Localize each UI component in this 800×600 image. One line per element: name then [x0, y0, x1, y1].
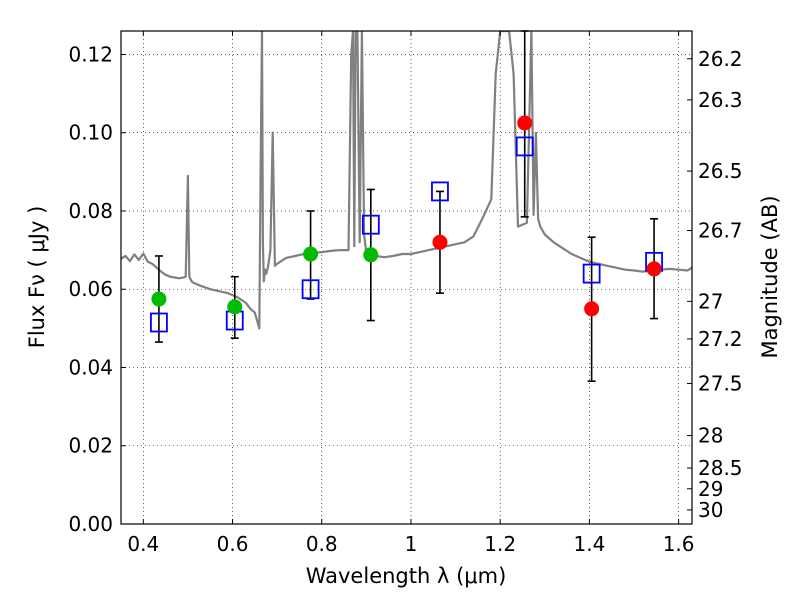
y2-tick-label: 26.3 — [698, 88, 743, 112]
tick-labels: 0.4 0.6 0.8 1 1.2 1.4 1.6 0.00 0.02 0.04 0.06 0.08 0… — [68, 42, 742, 556]
markers — [150, 115, 663, 333]
spectrum-line — [121, 31, 692, 330]
observed-circle-marker — [517, 115, 533, 131]
model-square-marker — [582, 263, 601, 284]
plot-background — [121, 31, 692, 524]
y2-tick-label: 26.5 — [698, 159, 743, 183]
y2-tick-label: 28 — [698, 424, 723, 448]
observed-circle-marker — [151, 291, 167, 307]
y2-tick-label: 26.7 — [698, 219, 743, 243]
observed-circle-marker — [432, 234, 448, 250]
plot-area — [121, 31, 692, 330]
x-tick-label: 0.6 — [217, 532, 249, 556]
y2-tick-label: 28.5 — [698, 456, 743, 480]
y-tick-label: 0.10 — [68, 121, 113, 145]
observed-circle-marker — [646, 261, 662, 277]
y2-tick-label: 29 — [698, 477, 723, 501]
y2-tick-label: 27 — [698, 289, 723, 313]
model-square-marker — [150, 312, 168, 333]
observed-circle-marker — [584, 301, 600, 317]
y2-tick-label: 27.2 — [698, 327, 743, 351]
y-tick-label: 0.12 — [68, 42, 113, 66]
x-tick-label: 1 — [405, 532, 418, 556]
y-tick-label: 0.02 — [68, 434, 113, 458]
y2-tick-label: 26.2 — [698, 47, 743, 71]
x-tick-label: 1.6 — [663, 532, 695, 556]
y2-tick-label: 27.5 — [698, 372, 743, 396]
x-axis-label: Wavelength λ (μm) — [306, 564, 507, 588]
ticks — [121, 31, 692, 525]
x-tick-label: 1.4 — [573, 532, 605, 556]
model-square-marker — [361, 214, 380, 235]
observed-circle-marker — [363, 247, 379, 263]
x-tick-label: 0.8 — [306, 532, 338, 556]
y2-tick-label: 30 — [698, 498, 723, 522]
observed-circle-marker — [227, 299, 243, 315]
y-tick-label: 0.04 — [68, 355, 113, 379]
x-tick-label: 0.4 — [127, 532, 159, 556]
y-tick-label: 0.08 — [68, 199, 113, 223]
observed-circle-marker — [303, 246, 319, 262]
y-tick-label: 0.00 — [68, 512, 113, 536]
y-axis-label: Flux Fν ( μJy ) — [25, 206, 49, 349]
x-tick-label: 1.2 — [484, 532, 516, 556]
model-square-marker — [431, 181, 449, 202]
y-tick-label: 0.06 — [68, 277, 113, 301]
model-square-marker — [515, 136, 534, 157]
plot-frame — [120, 30, 693, 525]
model-square-marker — [301, 279, 320, 300]
y2-axis-label: Magnitude (AB) — [758, 195, 782, 358]
